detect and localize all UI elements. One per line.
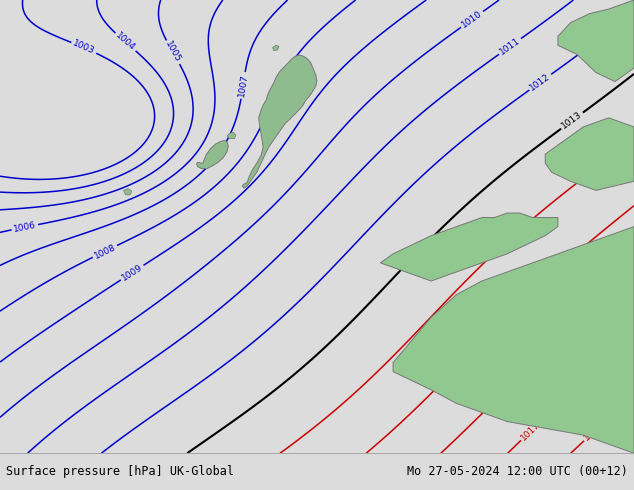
Polygon shape	[227, 132, 236, 139]
Text: 1007: 1007	[237, 74, 249, 98]
Polygon shape	[380, 213, 558, 281]
Text: 1012: 1012	[528, 72, 552, 93]
Polygon shape	[545, 118, 634, 191]
Polygon shape	[558, 0, 634, 82]
Text: 1015: 1015	[454, 347, 477, 370]
Text: Mo 27-05-2024 12:00 UTC (00+12): Mo 27-05-2024 12:00 UTC (00+12)	[407, 465, 628, 478]
Text: 1009: 1009	[120, 263, 145, 283]
Text: 1004: 1004	[114, 31, 137, 53]
Polygon shape	[242, 55, 317, 188]
Text: 1016: 1016	[488, 386, 510, 408]
Text: 1018: 1018	[583, 420, 605, 443]
Polygon shape	[273, 46, 279, 51]
Text: 1005: 1005	[164, 40, 183, 65]
Text: 1011: 1011	[498, 36, 522, 57]
Text: Surface pressure [hPa] UK-Global: Surface pressure [hPa] UK-Global	[6, 465, 235, 478]
Text: 1008: 1008	[93, 243, 117, 261]
Polygon shape	[197, 141, 228, 169]
Text: 1010: 1010	[460, 9, 484, 30]
Text: 1014: 1014	[597, 148, 621, 169]
Text: 1006: 1006	[13, 220, 37, 234]
Text: 1003: 1003	[72, 39, 96, 56]
Polygon shape	[124, 189, 132, 195]
Polygon shape	[393, 226, 634, 453]
Text: 1017: 1017	[519, 420, 542, 442]
Text: 1013: 1013	[560, 110, 584, 131]
